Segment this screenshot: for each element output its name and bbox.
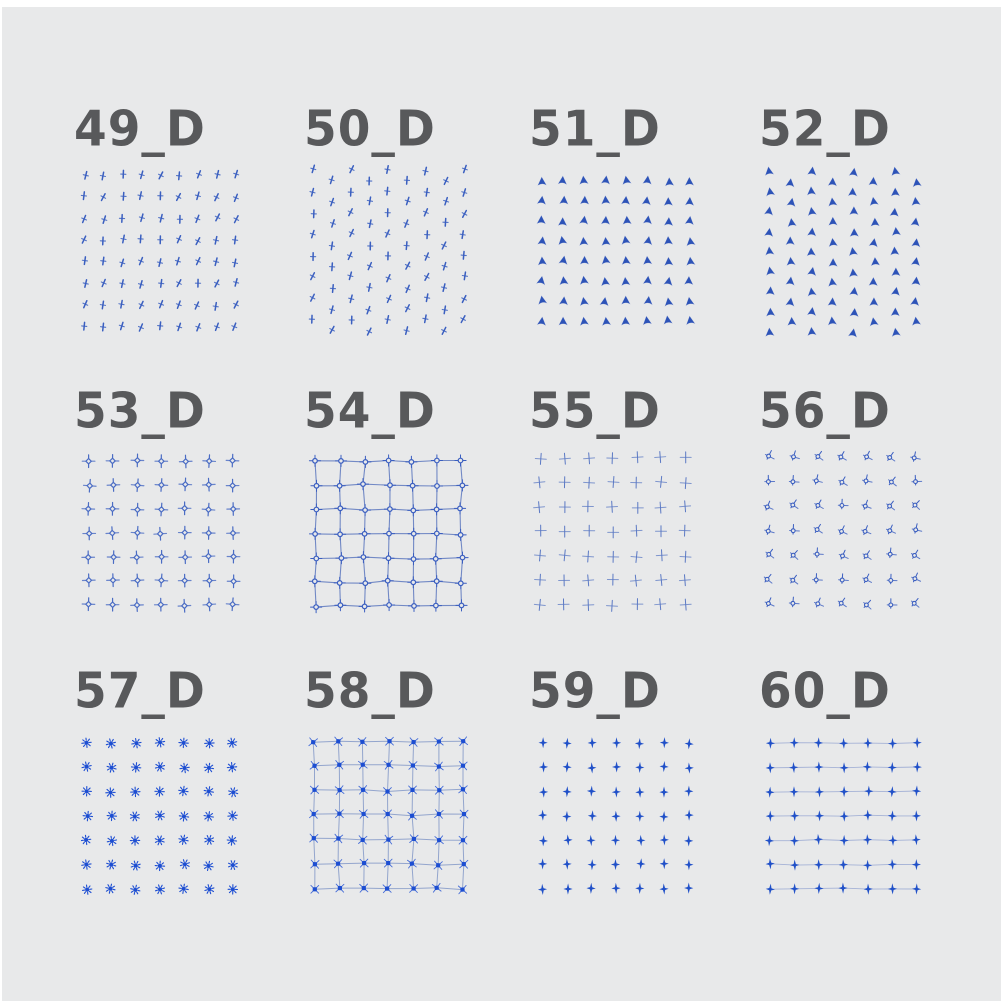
pattern-label: 56_D — [759, 382, 891, 441]
pattern-swatch-57_D — [80, 737, 239, 895]
pattern-label: 53_D — [74, 382, 206, 441]
pattern-tile-56_D: 56_D — [759, 387, 994, 662]
pattern-tile-55_D: 55_D — [529, 387, 764, 662]
pattern-swatch-52_D — [763, 166, 922, 338]
pattern-swatch-53_D — [81, 453, 241, 613]
pattern-label: 51_D — [529, 100, 661, 159]
frame-top-strip — [0, 0, 1001, 7]
pattern-swatch-50_D — [308, 164, 469, 336]
pattern-label: 58_D — [304, 662, 436, 721]
pattern-swatch-51_D — [536, 175, 696, 327]
pattern-swatch-54_D — [308, 454, 469, 614]
frame-left-strip — [0, 0, 2, 1001]
pattern-tile-54_D: 54_D — [304, 387, 539, 662]
pattern-label: 50_D — [304, 100, 436, 159]
pattern-tile-59_D: 59_D — [529, 667, 764, 942]
pattern-tile-57_D: 57_D — [74, 667, 309, 942]
pattern-tile-51_D: 51_D — [529, 105, 764, 380]
pattern-swatch-59_D — [537, 737, 694, 895]
pattern-swatch-49_D — [80, 169, 240, 332]
pattern-label: 49_D — [74, 100, 206, 159]
pattern-tile-50_D: 50_D — [304, 105, 539, 380]
pattern-label: 54_D — [304, 382, 436, 441]
pattern-swatch-56_D — [763, 450, 923, 610]
pattern-label: 57_D — [74, 662, 206, 721]
pattern-tile-58_D: 58_D — [304, 667, 539, 942]
pattern-tile-49_D: 49_D — [74, 105, 309, 380]
pattern-tile-52_D: 52_D — [759, 105, 994, 380]
pattern-label: 55_D — [529, 382, 661, 441]
pattern-label: 60_D — [759, 662, 891, 721]
pattern-tile-60_D: 60_D — [759, 667, 994, 942]
pattern-swatch-55_D — [533, 451, 692, 612]
pattern-sheet: 49_D 50_D 51_D 52_D 53_D 54_D 55_D 56_D 57_D 58_D… — [2, 7, 1001, 1001]
pattern-label: 52_D — [759, 100, 891, 159]
pattern-grid: 49_D 50_D 51_D 52_D 53_D 54_D 55_D 56_D 57_D 58_D… — [2, 7, 1001, 1001]
pattern-label: 59_D — [529, 662, 661, 721]
pattern-tile-53_D: 53_D — [74, 387, 309, 662]
pattern-swatch-58_D — [308, 736, 469, 895]
pattern-swatch-60_D — [764, 737, 922, 895]
